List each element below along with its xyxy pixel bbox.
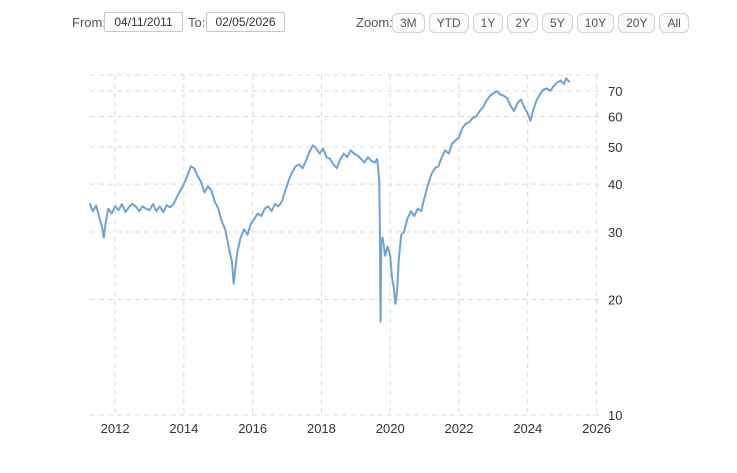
to-date-input[interactable]: 02/05/2026 [206,12,285,32]
x-tick-label: 2020 [376,421,405,436]
zoom-button-20y[interactable]: 20Y [618,13,656,33]
x-tick-label: 2022 [445,421,474,436]
from-label: From: [72,15,106,30]
y-tick-label: 20 [608,293,622,308]
y-tick-label: 10 [608,408,622,423]
zoom-button-1y[interactable]: 1Y [472,13,504,33]
to-label: To: [188,15,206,30]
zoom-button-2y[interactable]: 2Y [507,13,539,33]
y-tick-label: 60 [608,110,622,125]
x-tick-label: 2026 [582,421,611,436]
zoom-button-group: 3M YTD 1Y 2Y 5Y 10Y 20Y All [392,13,689,33]
zoom-button-5y[interactable]: 5Y [542,13,573,33]
x-tick-label: 2016 [238,421,267,436]
zoom-label: Zoom: [356,15,393,30]
price-series-line [89,77,570,323]
zoom-button-all[interactable]: All [659,13,689,33]
x-tick-label: 2014 [169,421,198,436]
zoom-button-10y[interactable]: 10Y [576,13,615,33]
y-tick-label: 30 [608,225,622,240]
y-tick-label: 50 [608,140,622,155]
x-tick-label: 2012 [101,421,130,436]
from-date-input[interactable]: 04/11/2011 [104,12,183,32]
zoom-button-ytd[interactable]: YTD [428,13,469,33]
zoom-button-3m[interactable]: 3M [392,13,425,33]
y-tick-label: 70 [608,84,622,99]
x-tick-label: 2024 [513,421,542,436]
x-tick-label: 2018 [307,421,336,436]
toolbar: From: 04/11/2011 To: 02/05/2026 Zoom: 3M… [0,0,737,46]
y-tick-label: 40 [608,177,622,192]
